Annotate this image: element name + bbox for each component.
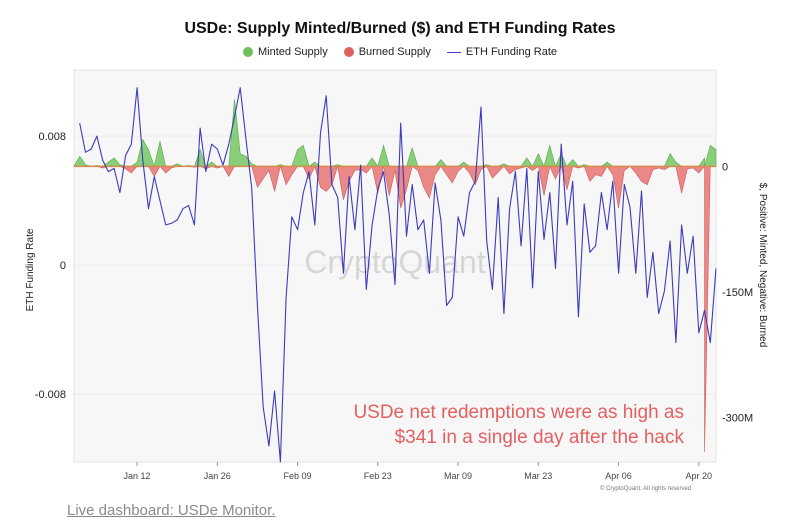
x-tick-label-2: Feb 09 — [284, 471, 312, 481]
minted-dot-icon — [243, 47, 253, 57]
copyright-text: © CryptoQuant. All rights reserved — [600, 486, 692, 492]
right-axis-title: $, Positive: Minted, Negative: Burned — [757, 183, 768, 348]
legend-burned-label: Burned Supply — [358, 46, 431, 58]
annotation-line-1: USDe net redemptions were as high as — [353, 402, 684, 423]
right-tick-label-0: 0 — [722, 161, 728, 173]
x-tick-label-5: Mar 23 — [524, 471, 552, 481]
plot-background — [73, 69, 717, 463]
left-tick-label-1: 0 — [60, 260, 66, 272]
right-tick-label-2: -300M — [722, 413, 753, 425]
right-tick-label-1: -150M — [722, 287, 753, 299]
legend-minted-label: Minted Supply — [258, 46, 328, 58]
x-tick-label-0: Jan 12 — [124, 471, 151, 481]
x-tick-label-3: Feb 23 — [364, 471, 392, 481]
chart-legend: Minted Supply Burned Supply ETH Funding … — [0, 46, 800, 58]
legend-funding-label: ETH Funding Rate — [465, 46, 557, 58]
legend-burned[interactable]: Burned Supply — [343, 46, 431, 58]
dashboard-link[interactable]: Live dashboard: USDe Monitor. — [67, 502, 276, 519]
burned-dot-icon — [343, 47, 354, 57]
funding-line-icon — [446, 51, 461, 53]
left-tick-label-2: -0.008 — [35, 389, 66, 401]
x-tick-label-4: Mar 09 — [444, 471, 472, 481]
x-tick-label-1: Jan 26 — [204, 471, 231, 481]
left-axis-title: ETH Funding Rate — [25, 228, 36, 311]
legend-funding[interactable]: ETH Funding Rate — [446, 46, 557, 58]
chart-title: USDe: Supply Minted/Burned ($) and ETH F… — [184, 20, 616, 37]
legend-minted[interactable]: Minted Supply — [243, 46, 328, 58]
x-tick-label-7: Apr 20 — [686, 471, 713, 481]
left-tick-label-0: 0.008 — [38, 131, 66, 143]
x-tick-label-6: Apr 06 — [605, 471, 632, 481]
funding-rate-line — [79, 87, 717, 463]
annotation-line-2: $341 in a single day after the hack — [395, 427, 685, 448]
